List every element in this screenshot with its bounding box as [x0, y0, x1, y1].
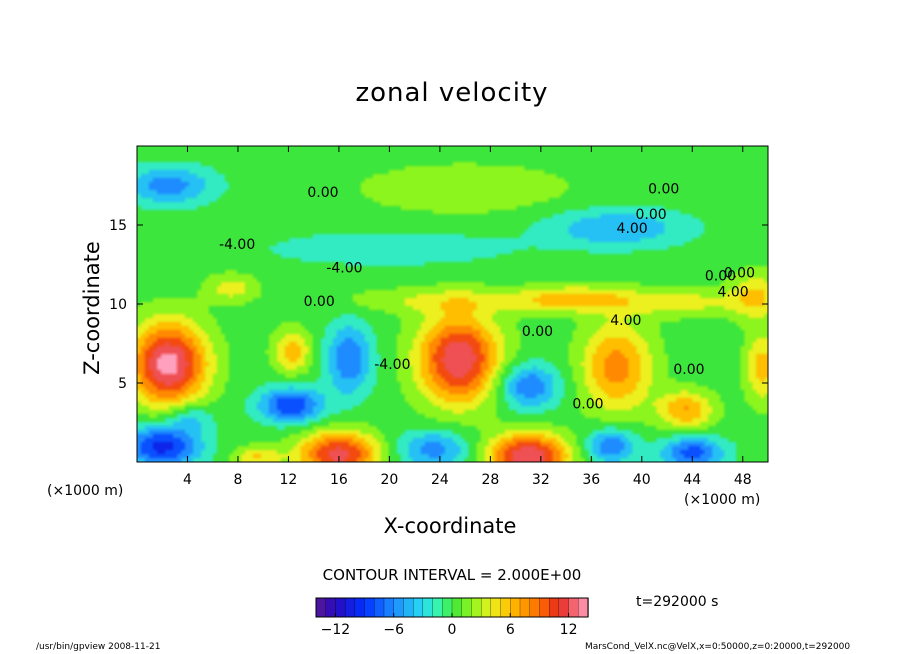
- chart-title: zonal velocity: [355, 78, 549, 108]
- contour-label: 0.00: [304, 294, 335, 310]
- contour-label: 4.00: [617, 221, 648, 237]
- footer-source: MarsCond_VelX.nc@VelX,x=0:50000,z=0:2000…: [585, 642, 851, 652]
- colorbar-cell: [354, 597, 366, 618]
- colorbar-cell: [510, 597, 521, 618]
- footer-program-date: /usr/bin/gpview 2008-11-21: [36, 642, 161, 652]
- colorbar-tick-label: −6: [383, 622, 404, 638]
- x-tick-label: 28: [481, 472, 499, 488]
- x-tick-label: 12: [280, 472, 298, 488]
- contour-interval-label: CONTOUR INTERVAL = 2.000E+00: [322, 566, 582, 584]
- contour-label: -4.00: [374, 357, 410, 373]
- colorbar-cell: [471, 597, 482, 618]
- contour-label: 0.00: [635, 207, 666, 223]
- contour-label: 4.00: [610, 313, 641, 329]
- colorbar-tick-label: 6: [506, 622, 515, 638]
- colorbar-cell: [412, 597, 424, 618]
- contour-label: -4.00: [326, 261, 362, 277]
- colorbar-cell: [568, 597, 579, 618]
- colorbar-tick-label: −12: [321, 622, 351, 638]
- colorbar-cell: [578, 597, 589, 618]
- x-tick-label: 36: [582, 472, 600, 488]
- colorbar-cell: [548, 597, 560, 618]
- colorbar-cell: [442, 597, 453, 618]
- x-unit-label-left: (×1000 m): [47, 483, 124, 499]
- x-tick-label: 8: [233, 472, 242, 488]
- x-tick-label: 20: [380, 472, 398, 488]
- y-tick-label: 15: [109, 218, 127, 234]
- contour-label: 0.00: [572, 397, 603, 413]
- contour-label: 0.00: [673, 362, 704, 378]
- colorbar-cell: [383, 597, 395, 618]
- contour-label: 0.00: [648, 182, 679, 198]
- colorbar-tick-label: 0: [448, 622, 457, 638]
- colorbar-cell: [461, 597, 473, 618]
- time-label: t=292000 s: [636, 594, 719, 610]
- colorbar-cell: [315, 597, 327, 618]
- colorbar-cell: [344, 597, 356, 618]
- x-tick-label: 44: [683, 472, 701, 488]
- colorbar-cell: [364, 597, 375, 618]
- colorbar-cell: [432, 597, 443, 618]
- y-tick-label: 5: [118, 376, 127, 392]
- x-tick-label: 48: [734, 472, 752, 488]
- colorbar-cell: [374, 597, 385, 618]
- contour-label: -4.00: [219, 237, 255, 253]
- colorbar-cell: [539, 597, 550, 618]
- contour-label: 0.00: [705, 269, 736, 285]
- y-axis-label: Z-coordinate: [80, 241, 104, 375]
- contour-label: 0.00: [307, 185, 338, 201]
- colorbar-cell: [451, 597, 463, 618]
- colorbar-cell: [325, 597, 337, 618]
- colorbar-cell: [480, 597, 492, 618]
- colorbar-cell: [403, 597, 414, 618]
- x-axis-label: X-coordinate: [383, 514, 517, 538]
- colorbar-cell: [490, 597, 502, 618]
- x-tick-label: 32: [532, 472, 550, 488]
- x-tick-label: 40: [633, 472, 651, 488]
- colorbar-cell: [393, 597, 405, 618]
- x-tick-label: 24: [431, 472, 449, 488]
- contour-label: 0.00: [522, 324, 553, 340]
- x-tick-label: 4: [183, 472, 192, 488]
- colorbar-tick-label: 12: [560, 622, 578, 638]
- colorbar-cell: [422, 597, 434, 618]
- x-tick-label: 16: [330, 472, 348, 488]
- colorbar-cell: [500, 597, 511, 618]
- colorbar-cell: [529, 597, 541, 618]
- colorbar-cell: [335, 597, 346, 618]
- x-unit-label-right: (×1000 m): [684, 492, 761, 508]
- colorbar-cell: [558, 597, 570, 618]
- contour-label: 0.00: [724, 265, 755, 281]
- y-tick-label: 10: [109, 297, 127, 313]
- contour-label: 4.00: [718, 284, 749, 300]
- velocity-field-shading: [137, 146, 768, 462]
- colorbar-cell: [519, 597, 531, 618]
